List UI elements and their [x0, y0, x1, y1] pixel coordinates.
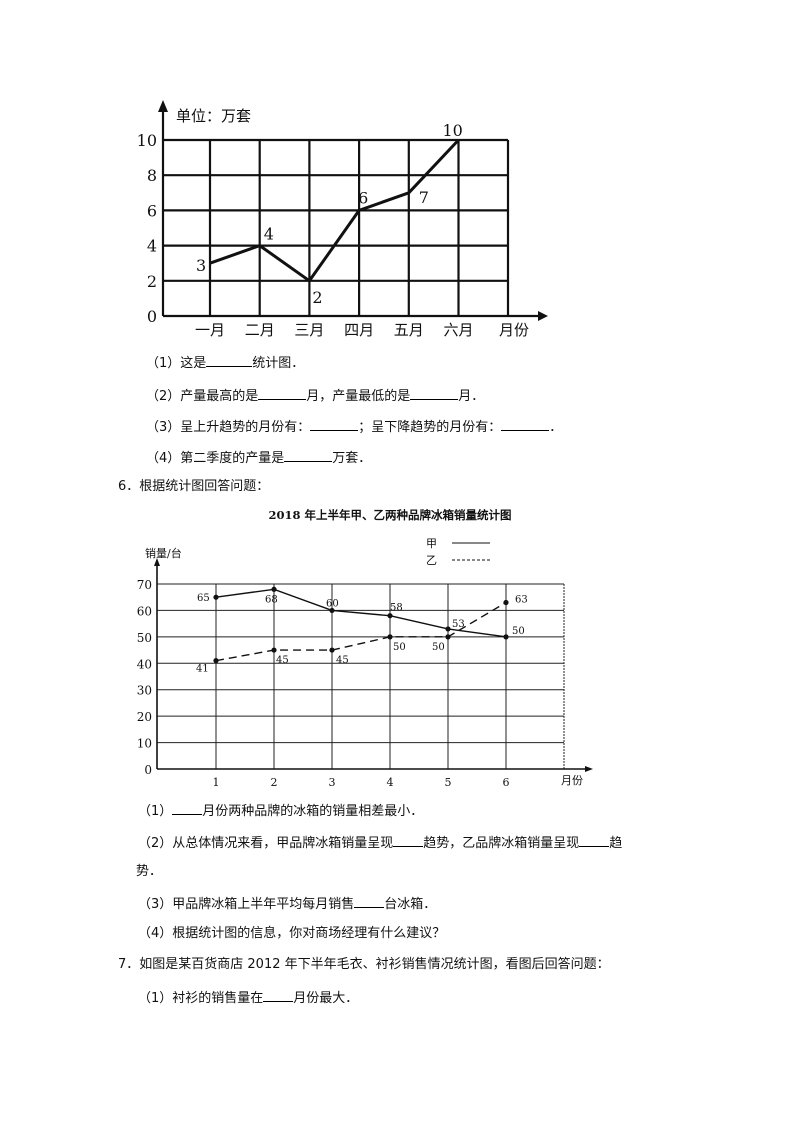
data-label: 45	[336, 655, 349, 666]
data-point	[271, 647, 277, 653]
answer-blank[interactable]	[354, 895, 385, 908]
x-axis-arrow	[585, 766, 593, 772]
x-axis-label: 月份	[561, 774, 583, 787]
y-tick-label: 0	[147, 307, 157, 326]
data-point	[503, 634, 509, 640]
x-tick-label: 二月	[245, 321, 275, 339]
q6-2: （2）从总体情况来看，甲品牌冰箱销量呈现 趋势，乙品牌冰箱销量呈现趋	[138, 834, 623, 851]
x-tick-label: 6	[503, 776, 510, 789]
q7-1: （1）衬衫的销售量在 月份最大．	[138, 989, 359, 1006]
data-label: 3	[196, 256, 206, 275]
data-label: 68	[265, 594, 278, 605]
answer-blank[interactable]	[206, 354, 253, 367]
data-point	[387, 613, 393, 619]
y-tick-label: 6	[147, 201, 157, 220]
data-label: 41	[196, 664, 209, 675]
y-tick-label: 30	[137, 684, 152, 698]
y-tick-label: 10	[137, 131, 157, 150]
data-label: 7	[419, 188, 429, 207]
data-label: 58	[390, 603, 403, 614]
answer-blank[interactable]	[172, 802, 203, 815]
data-label: 4	[264, 225, 274, 244]
data-label: 45	[276, 655, 289, 666]
data-label: 63	[515, 595, 528, 606]
y-tick-label: 50	[137, 631, 152, 645]
x-tick-label: 4	[387, 776, 394, 789]
q6-heading: 6．根据统计图回答问题：	[118, 479, 270, 494]
data-point	[329, 607, 335, 614]
x-tick-label: 五月	[394, 321, 424, 339]
x-tick-label: 5	[445, 776, 452, 789]
x-tick-label: 三月	[294, 321, 324, 339]
data-point	[503, 599, 509, 606]
data-label: 50	[393, 642, 406, 653]
answer-blank[interactable]	[284, 449, 333, 462]
y-axis-label: 销量/台	[145, 546, 182, 560]
data-label: 50	[432, 642, 445, 653]
answer-blank[interactable]	[310, 418, 359, 431]
data-label: 2	[312, 288, 322, 307]
q5-4: （4）第二季度的产量是 万套．	[146, 449, 372, 466]
x-axis-label: 月份	[499, 321, 529, 339]
answer-blank[interactable]	[258, 387, 307, 400]
data-point	[271, 586, 277, 592]
data-label: 50	[512, 626, 525, 637]
x-tick-label: 一月	[195, 321, 225, 339]
answer-blank[interactable]	[501, 418, 550, 431]
data-point	[445, 626, 451, 632]
legend-label: 甲	[426, 537, 437, 550]
answer-blank[interactable]	[393, 834, 424, 847]
x-tick-label: 2	[271, 776, 278, 789]
y-tick-label: 60	[137, 604, 152, 618]
x-tick-label: 六月	[443, 321, 473, 339]
data-point	[213, 594, 219, 600]
q5-3: （3）呈上升趋势的月份有： ；呈下降趋势的月份有：．	[146, 418, 563, 435]
q5-1: （1）这是 统计图．	[146, 354, 305, 371]
data-point	[387, 634, 393, 640]
data-label: 65	[197, 593, 210, 604]
unit-label: 单位：万套	[176, 107, 251, 125]
data-label: 60	[326, 598, 339, 609]
x-tick-label: 3	[329, 776, 336, 789]
data-label: 10	[443, 121, 463, 140]
answer-blank[interactable]	[263, 989, 294, 1002]
fridge-sales-line-chart: 2018 年上半年甲、乙两种品牌冰箱销量统计图 0 10 20 30 40 50 60 70 1 2…	[137, 508, 593, 789]
y-tick-label: 2	[147, 272, 157, 291]
chart-title: 2018 年上半年甲、乙两种品牌冰箱销量统计图	[268, 508, 511, 522]
x-axis-arrow	[538, 311, 548, 321]
y-tick-label: 4	[147, 237, 157, 256]
data-point	[213, 658, 219, 664]
q5-2: （2）产量最高的是 月，产量最低的是 月．	[146, 387, 485, 404]
legend-label: 乙	[426, 554, 437, 567]
data-label: 53	[452, 619, 465, 630]
y-axis-arrow	[158, 100, 168, 112]
y-tick-label: 0	[144, 763, 152, 777]
q6-2-cont: 势．	[136, 864, 163, 879]
y-tick-label: 10	[137, 737, 152, 751]
data-label: 6	[358, 188, 368, 207]
q7-heading: 7．如图是某百货商店 2012 年下半年毛衣、衬衫销售情况统计图，看图后回答问题…	[118, 957, 610, 972]
answer-blank[interactable]	[410, 387, 459, 400]
q6-3: （3）甲品牌冰箱上半年平均每月销售 台冰箱．	[138, 895, 437, 912]
x-tick-label: 1	[213, 776, 220, 789]
q6-1: （1） 月份两种品牌的冰箱的销量相差最小．	[138, 802, 424, 819]
answer-blank[interactable]	[579, 834, 610, 847]
y-tick-label: 40	[137, 657, 152, 671]
series-line-yi	[215, 601, 507, 662]
y-tick-label: 70	[137, 578, 152, 592]
data-point	[445, 634, 451, 640]
series-line-jia	[215, 588, 507, 638]
data-point	[329, 647, 335, 653]
x-tick-label: 四月	[344, 321, 374, 339]
y-tick-label: 8	[147, 166, 157, 185]
y-axis-arrow	[154, 558, 160, 566]
data-line	[209, 138, 460, 283]
q6-4: （4）根据统计图的信息，你对商场经理有什么建议？	[138, 926, 446, 941]
y-tick-label: 20	[137, 710, 152, 724]
